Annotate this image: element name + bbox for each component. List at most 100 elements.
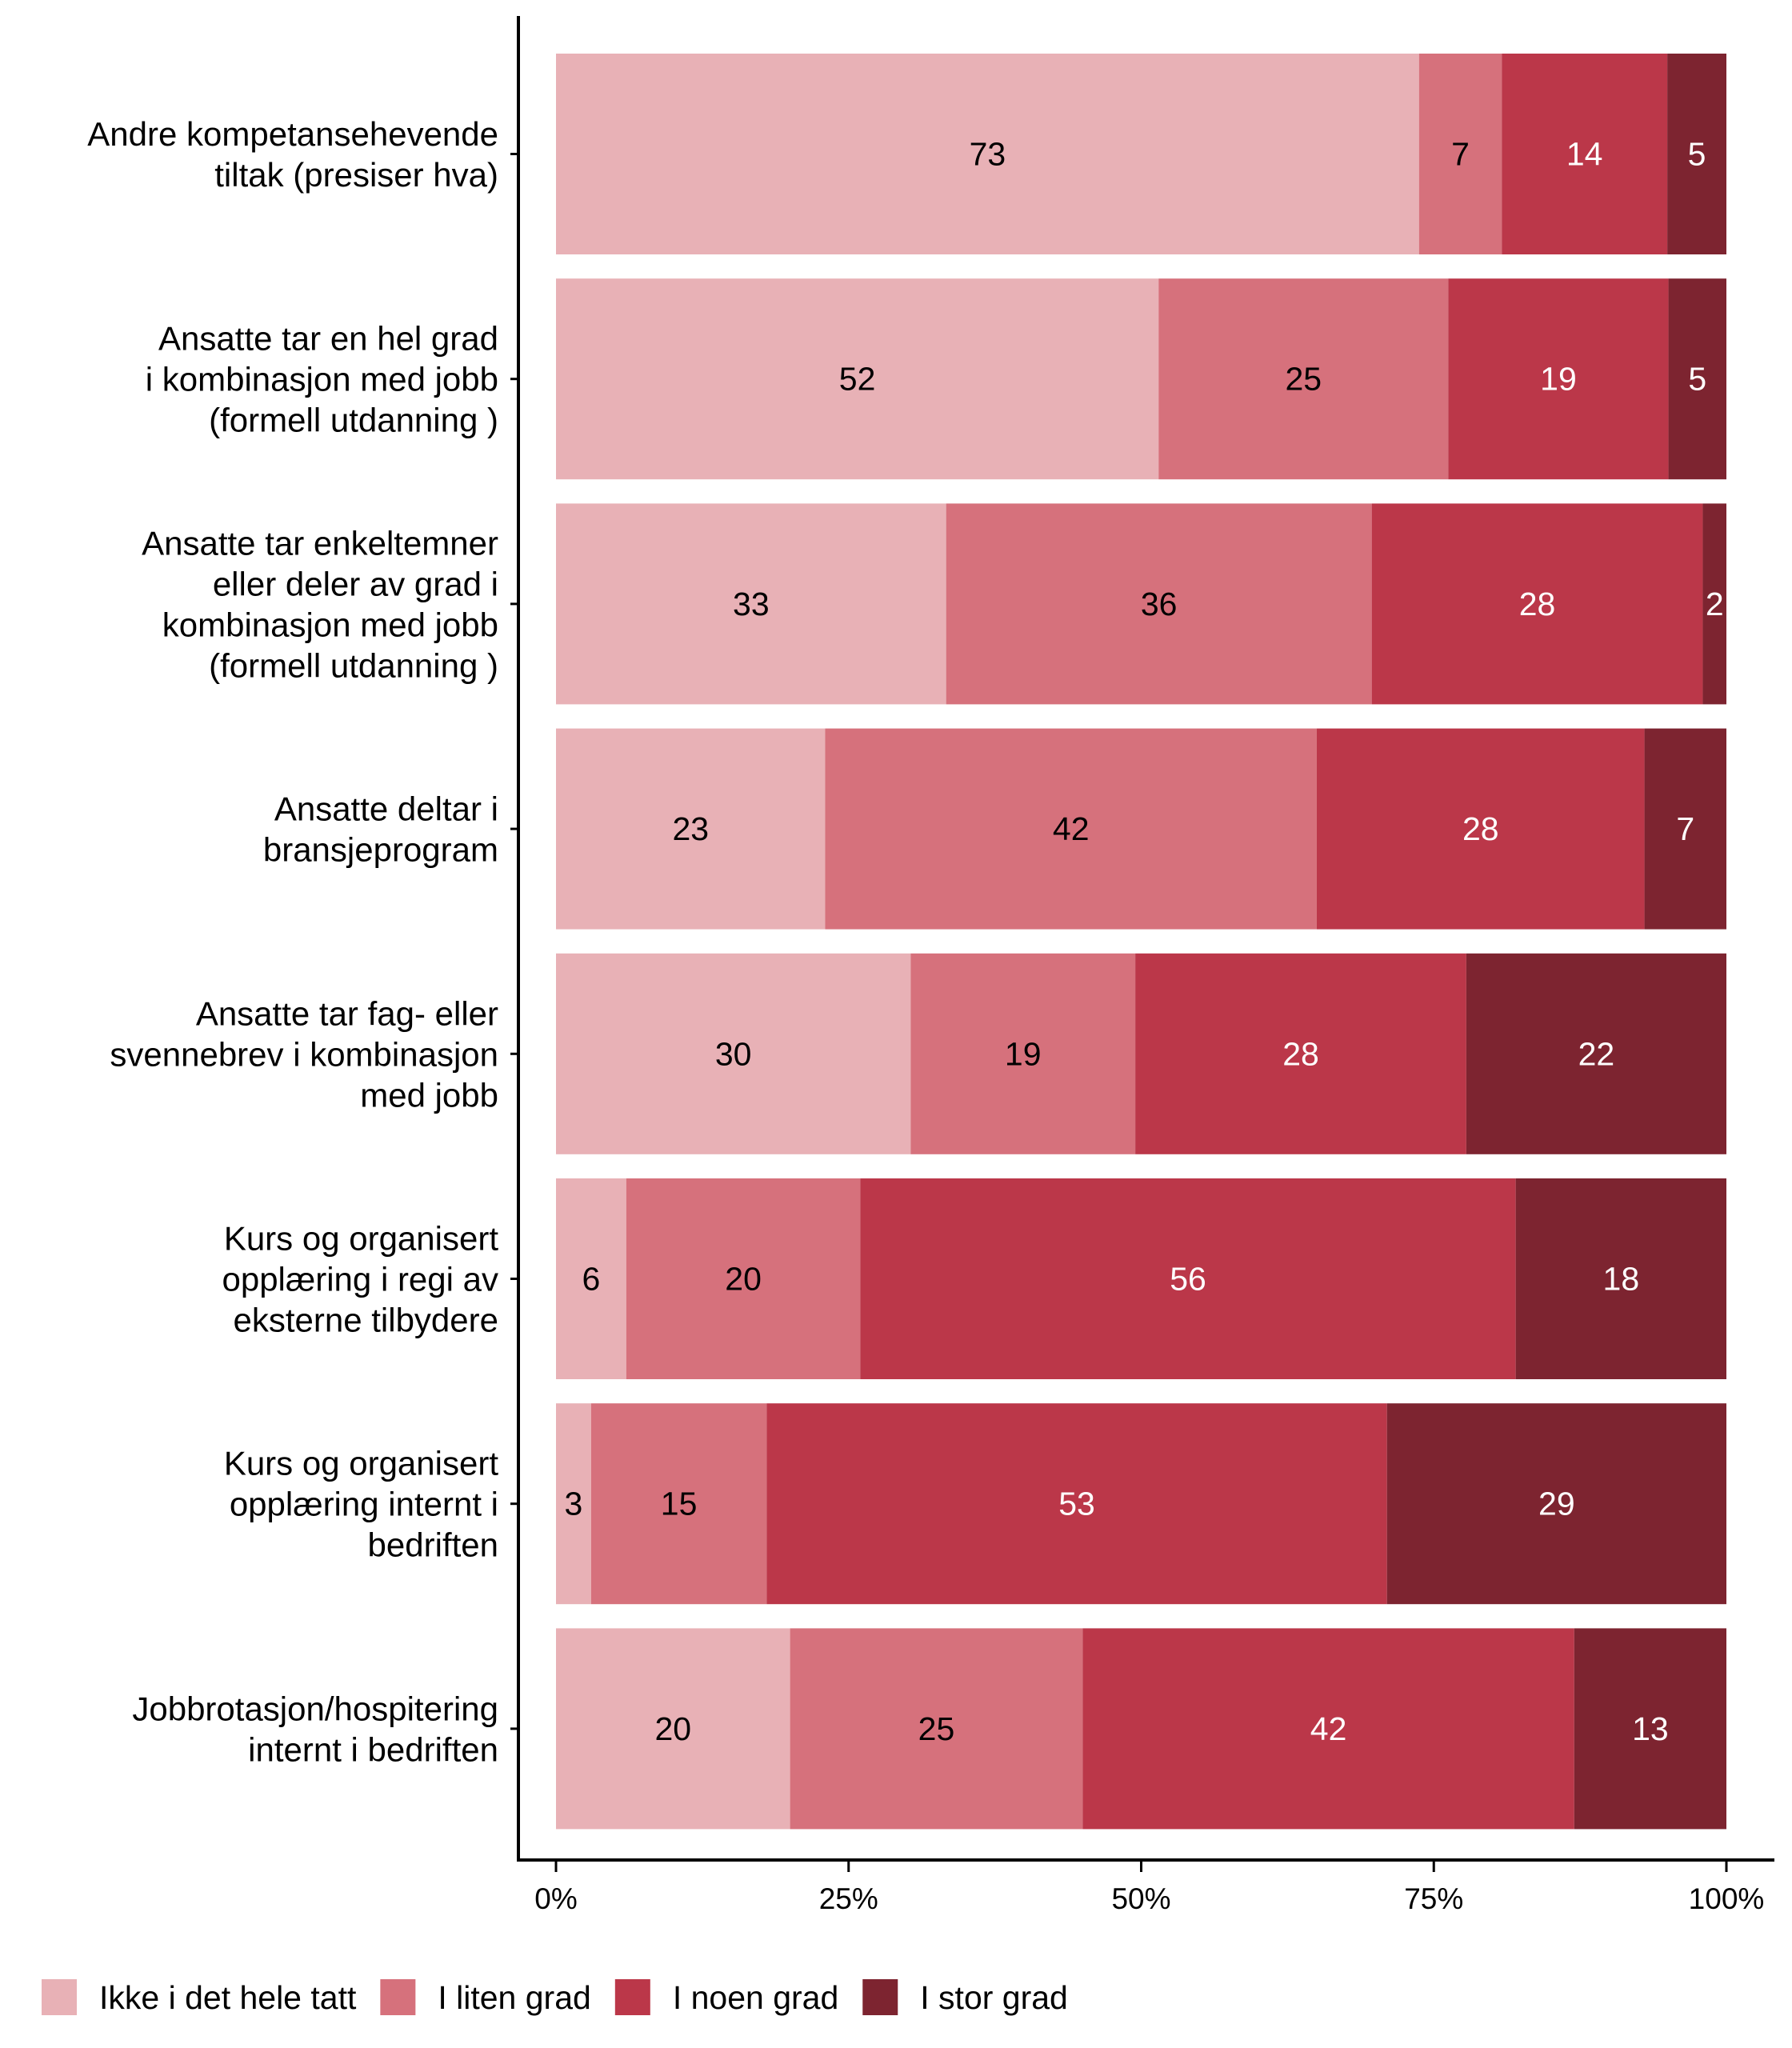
data-label: 20 xyxy=(654,1710,691,1747)
bar-segment xyxy=(556,278,1159,480)
data-label: 52 xyxy=(839,361,876,398)
legend-item: I stor grad xyxy=(862,1979,1068,2016)
data-label: 30 xyxy=(715,1035,752,1072)
data-label: 53 xyxy=(1058,1486,1095,1522)
bar-row: 23 42 28 7 xyxy=(556,728,1726,930)
bar-segment xyxy=(1515,1178,1726,1379)
data-label: 5 xyxy=(1688,136,1706,173)
bars-group: 73 7 14 552 25 19 533 36 28 223 42 28 730 19 28 226 20 56… xyxy=(556,54,1726,1830)
data-label: 73 xyxy=(970,136,1006,173)
data-label: 6 xyxy=(582,1261,600,1298)
category-label-line: tiltak (presiser hva) xyxy=(214,156,498,194)
bar-row: 3 15 53 29 xyxy=(556,1403,1726,1605)
bar-segment xyxy=(910,953,1136,1154)
category-label-line: i kombinasjon med jobb xyxy=(146,361,498,398)
data-label: 14 xyxy=(1566,136,1603,173)
bar-segment xyxy=(556,1178,626,1379)
bar-segment xyxy=(860,1178,1516,1379)
data-label: 23 xyxy=(672,810,709,847)
bar-row: 20 25 42 13 xyxy=(556,1628,1726,1830)
legend-label: Ikke i det hele tatt xyxy=(99,1979,357,2016)
data-label: 7 xyxy=(1451,136,1470,173)
category-label-line: (formell utdanning ) xyxy=(209,646,498,684)
legend-swatch xyxy=(614,1979,650,2015)
bar-segment xyxy=(1466,953,1726,1154)
data-label: 19 xyxy=(1005,1035,1042,1072)
bar-segment xyxy=(556,54,1419,254)
legend-swatch xyxy=(862,1979,898,2015)
bar-segment xyxy=(1667,54,1726,254)
bar-segment xyxy=(1502,54,1668,254)
data-label: 42 xyxy=(1053,810,1090,847)
bar-segment xyxy=(1386,1403,1726,1605)
data-label: 28 xyxy=(1282,1035,1319,1072)
data-label: 15 xyxy=(661,1486,698,1522)
legend: Ikke i det hele tatt I liten grad I noen g… xyxy=(42,1979,1068,2016)
data-label: 13 xyxy=(1632,1710,1669,1747)
x-tick-label: 50% xyxy=(1111,1882,1170,1915)
category-label-line: Andre kompetansehevende xyxy=(87,115,498,153)
category-label-line: eksterne tilbydere xyxy=(233,1302,498,1339)
category-label-line: Jobbrotasjon/hospitering xyxy=(132,1690,498,1727)
legend-item: Ikke i det hele tatt xyxy=(42,1979,357,2016)
bar-segment xyxy=(1574,1628,1726,1830)
legend-swatch xyxy=(42,1979,77,2015)
category-label-line: Ansatte tar en hel grad xyxy=(158,320,498,358)
x-tick-label: 100% xyxy=(1689,1882,1765,1915)
data-label: 5 xyxy=(1688,361,1706,398)
data-label: 19 xyxy=(1540,361,1577,398)
data-label: 22 xyxy=(1578,1035,1615,1072)
bar-segment xyxy=(946,503,1372,705)
category-label-line: bedriften xyxy=(368,1526,498,1564)
data-label: 56 xyxy=(1170,1261,1206,1298)
category-label-line: opplæring internt i xyxy=(230,1486,498,1523)
bar-segment xyxy=(556,953,911,1154)
category-label-line: Ansatte deltar i xyxy=(274,790,498,828)
bar-segment xyxy=(1418,54,1502,254)
bar-segment xyxy=(590,1403,767,1605)
category-label-line: Ansatte tar fag- eller xyxy=(196,994,498,1032)
category-label-line: Ansatte tar enkeltemner xyxy=(142,524,498,562)
category-label-line: kombinasjon med jobb xyxy=(162,606,498,643)
legend-item: I noen grad xyxy=(614,1979,838,2016)
category-label-line: svennebrev i kombinasjon xyxy=(110,1035,498,1073)
legend-item: I liten grad xyxy=(380,1979,591,2016)
bar-segment xyxy=(556,503,946,705)
bar-row: 33 36 28 2 xyxy=(556,503,1726,705)
data-label: 28 xyxy=(1462,810,1499,847)
bar-segment xyxy=(825,728,1317,930)
bar-segment xyxy=(1371,503,1703,705)
data-label: 2 xyxy=(1706,586,1724,622)
category-label-line: (formell utdanning ) xyxy=(209,402,498,439)
data-label: 33 xyxy=(733,586,770,622)
bar-segment xyxy=(556,1403,591,1605)
category-label-line: med jobb xyxy=(360,1076,498,1114)
bar-segment xyxy=(1082,1628,1574,1830)
data-label: 25 xyxy=(1285,361,1322,398)
data-label: 42 xyxy=(1310,1710,1347,1747)
bar-row: 6 20 56 18 xyxy=(556,1178,1726,1379)
x-tick-label: 75% xyxy=(1404,1882,1463,1915)
data-label: 28 xyxy=(1519,586,1556,622)
category-label-line: Kurs og organisert xyxy=(224,1220,499,1258)
bar-segment xyxy=(1702,503,1726,705)
data-label: 3 xyxy=(565,1486,583,1522)
legend-swatch xyxy=(380,1979,416,2015)
x-tick-label: 0% xyxy=(534,1882,577,1915)
category-label-line: opplæring i regi av xyxy=(222,1261,498,1298)
data-label: 7 xyxy=(1676,810,1694,847)
category-label-line: internt i bedriften xyxy=(248,1730,498,1768)
category-label-line: Kurs og organisert xyxy=(224,1445,499,1482)
data-label: 25 xyxy=(918,1710,955,1747)
bar-segment xyxy=(1158,278,1449,480)
bar-segment xyxy=(1644,728,1726,930)
data-label: 36 xyxy=(1141,586,1178,622)
category-label: Kurs og organisert opplæring internt ibed… xyxy=(224,1445,518,1564)
bar-row: 73 7 14 5 xyxy=(556,54,1726,254)
